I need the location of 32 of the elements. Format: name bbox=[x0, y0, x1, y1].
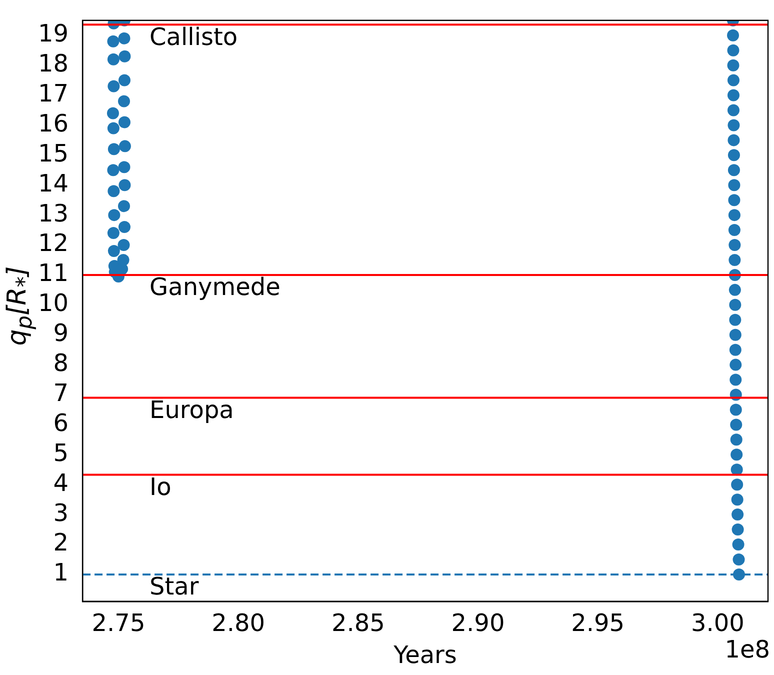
y-tick-label: 13 bbox=[38, 199, 69, 228]
y-tick-label: 14 bbox=[38, 169, 69, 198]
y-tick-label: 18 bbox=[38, 50, 69, 78]
y-tick-label: 9 bbox=[53, 319, 69, 348]
y-tick-label: 11 bbox=[38, 259, 69, 288]
y-tick-label: 5 bbox=[53, 438, 69, 467]
x-tick-label: 2.80 bbox=[212, 609, 266, 638]
y-tick-label: 17 bbox=[38, 80, 69, 108]
y-tick-label: 1 bbox=[53, 558, 69, 587]
x-tick-label: 2.90 bbox=[451, 609, 505, 638]
y-tick-label: 2 bbox=[53, 528, 69, 557]
ref-line-label: Callisto bbox=[150, 22, 238, 51]
y-tick-label: 6 bbox=[53, 408, 69, 437]
text: 1e8 bbox=[724, 636, 770, 664]
x-tick-label: 2.85 bbox=[331, 609, 385, 638]
y-tick-label: 8 bbox=[53, 349, 69, 378]
y-tick-label: 4 bbox=[53, 468, 69, 497]
y-tick-label: 15 bbox=[38, 139, 69, 168]
ref-line-label: Europa bbox=[150, 396, 234, 424]
y-tick-label: 3 bbox=[53, 498, 69, 527]
x-tick-label: 2.95 bbox=[571, 609, 625, 638]
y-tick-label: 7 bbox=[53, 378, 69, 407]
ref-line-label: Io bbox=[150, 472, 172, 501]
y-tick-label: 16 bbox=[38, 109, 69, 138]
ref-line-label: Star bbox=[150, 572, 199, 601]
y-tick-label: 19 bbox=[38, 20, 69, 48]
ref-line-label: Ganymede bbox=[150, 273, 280, 302]
y-tick-label: 10 bbox=[38, 289, 69, 318]
y-tick-label: 12 bbox=[38, 229, 69, 258]
x-tick-label: 3.00 bbox=[690, 609, 744, 638]
x-axis-title: Years bbox=[392, 640, 457, 669]
x-tick-label: 2.75 bbox=[92, 609, 146, 638]
